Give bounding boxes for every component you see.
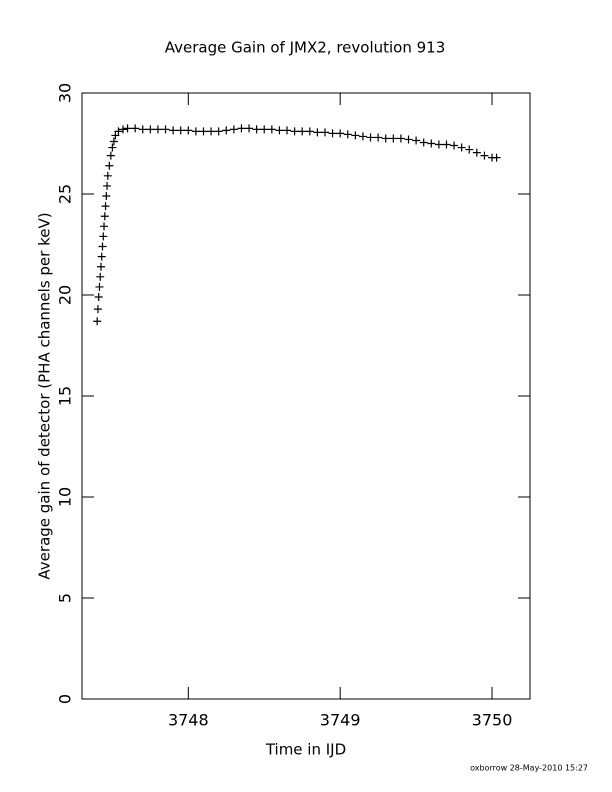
data-point: [131, 124, 140, 133]
y-tick-label: 0: [56, 694, 75, 704]
data-point: [207, 127, 216, 136]
data-point: [260, 125, 269, 134]
data-point: [103, 171, 112, 180]
data-point: [214, 127, 223, 136]
y-tick-label: 15: [56, 386, 75, 406]
data-point: [434, 140, 443, 149]
data-point: [267, 125, 276, 134]
data-point: [146, 125, 155, 134]
data-point: [381, 134, 390, 143]
y-tick-label: 5: [56, 593, 75, 603]
data-point: [102, 192, 111, 201]
data-point: [101, 202, 110, 211]
data-point: [465, 145, 474, 154]
data-point: [199, 127, 208, 136]
data-point: [229, 125, 238, 134]
data-point: [313, 128, 322, 137]
data-point: [245, 124, 254, 133]
y-tick-label: 25: [56, 184, 75, 204]
data-point: [404, 135, 413, 144]
y-tick-label: 30: [56, 83, 75, 103]
data-point: [275, 126, 284, 135]
data-point: [450, 141, 459, 150]
data-point: [419, 138, 428, 147]
y-tick-label: 20: [56, 285, 75, 305]
data-point: [96, 272, 105, 281]
chart-title: Average Gain of JMX2, revolution 913: [165, 39, 446, 57]
data-point: [123, 124, 132, 133]
data-point: [305, 127, 314, 136]
data-point: [191, 127, 200, 136]
data-point: [480, 151, 489, 160]
data-point: [283, 126, 292, 135]
data-point: [176, 126, 185, 135]
data-point: [442, 140, 451, 149]
data-point: [153, 125, 162, 134]
y-tick-label: 10: [56, 487, 75, 507]
data-point: [336, 129, 345, 138]
x-tick-label: 3750: [472, 711, 513, 730]
data-point: [222, 126, 231, 135]
data-point: [351, 131, 360, 140]
data-point: [100, 222, 109, 231]
data-point: [119, 125, 128, 134]
data-point: [472, 148, 481, 157]
data-point: [328, 129, 337, 138]
plot-frame: [81, 92, 531, 700]
y-axis-label: Average gain of detector (PHA channels p…: [36, 212, 54, 579]
data-point: [100, 212, 109, 221]
data-point: [374, 133, 383, 142]
data-point: [161, 125, 170, 134]
x-tick-label: 3748: [168, 711, 209, 730]
data-point: [114, 127, 123, 136]
data-point: [184, 126, 193, 135]
x-tick-label: 3749: [320, 711, 361, 730]
footer-note: oxborrow 28-May-2010 15:27: [470, 764, 588, 773]
data-point: [457, 143, 466, 152]
data-point: [492, 153, 501, 162]
data-point: [412, 136, 421, 145]
data-point: [298, 127, 307, 136]
data-point: [138, 125, 147, 134]
data-point: [94, 293, 103, 302]
data-point: [95, 282, 104, 291]
data-point: [108, 143, 117, 152]
data-point: [320, 128, 329, 137]
data-point: [96, 262, 105, 271]
data-point: [237, 124, 246, 133]
data-point: [111, 131, 120, 140]
data-point: [98, 242, 107, 251]
data-point: [93, 305, 102, 314]
data-point: [109, 137, 118, 146]
data-point: [93, 317, 102, 326]
data-point: [290, 127, 299, 136]
data-point: [99, 232, 108, 241]
data-point: [169, 126, 178, 135]
data-point: [97, 252, 106, 261]
data-point: [396, 134, 405, 143]
data-point: [358, 132, 367, 141]
data-point: [343, 130, 352, 139]
data-point: [366, 133, 375, 142]
data-point: [252, 125, 261, 134]
data-point: [389, 134, 398, 143]
x-axis-label: Time in IJD: [265, 741, 346, 759]
data-point: [427, 139, 436, 148]
data-point: [106, 151, 115, 160]
data-point: [105, 161, 114, 170]
data-point: [103, 181, 112, 190]
